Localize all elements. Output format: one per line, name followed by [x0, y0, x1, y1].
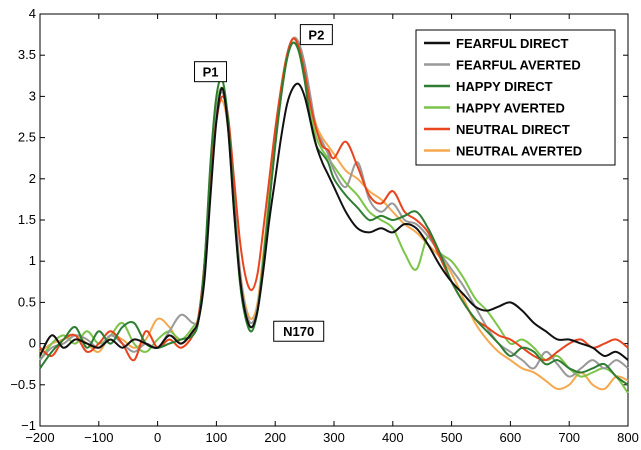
y-tick-label: 0.5: [18, 294, 36, 309]
legend-label: FEARFUL AVERTED: [456, 58, 581, 73]
y-tick-label: 3.5: [18, 47, 36, 62]
x-tick-label: 500: [441, 430, 463, 445]
annotation-label: N170: [283, 324, 314, 339]
series-line-happy-direct: [39, 41, 629, 386]
y-tick-label: 0: [29, 336, 36, 351]
annotation-box: [194, 61, 228, 83]
legend-label: NEUTRAL DIRECT: [456, 122, 570, 137]
x-tick-label: 300: [323, 430, 345, 445]
annotation-label: P1: [203, 65, 219, 80]
y-tick-label: 4: [29, 6, 36, 21]
x-tick-label: 100: [206, 430, 228, 445]
y-tick-label: −0.5: [10, 377, 36, 392]
legend-entry-neutral-averted: NEUTRAL AVERTED: [424, 144, 582, 159]
legend-entry-fearful-averted: FEARFUL AVERTED: [424, 58, 581, 73]
legend-label: HAPPY DIRECT: [456, 79, 553, 94]
x-tick-label: −100: [84, 430, 113, 445]
legend-label: HAPPY AVERTED: [456, 101, 565, 116]
legend-entry-happy-direct: HAPPY DIRECT: [424, 79, 553, 94]
x-tick-label: 0: [154, 430, 161, 445]
annotation-label: P2: [308, 28, 324, 43]
legend-entry-fearful-direct: FEARFUL DIRECT: [424, 36, 568, 51]
x-tick-label: 200: [264, 430, 286, 445]
legend-label: FEARFUL DIRECT: [456, 36, 568, 51]
y-tick-label: 2: [29, 171, 36, 186]
legend: FEARFUL DIRECT FEARFUL AVERTED HAPPY DIREC…: [415, 29, 616, 166]
legend-entry-happy-averted: HAPPY AVERTED: [424, 101, 565, 116]
y-tick-label: 1: [29, 253, 36, 268]
annotation-p2: P2: [299, 24, 333, 46]
x-tick-label: 700: [558, 430, 580, 445]
y-tick-label: 1.5: [18, 212, 36, 227]
x-tick-label: 800: [617, 430, 639, 445]
annotation-box: [273, 320, 325, 342]
legend-label: NEUTRAL AVERTED: [456, 144, 582, 159]
y-tick-label: −1: [21, 418, 36, 433]
x-tick-label: 400: [382, 430, 404, 445]
annotations: P1 P2 N170: [194, 24, 333, 342]
annotation-n170: N170: [273, 320, 325, 342]
axis-ticks: −200 −100 0 100 200 300 400 500 600 700 800 −1 −0.5 0…: [10, 6, 639, 445]
annotation-p1: P1: [194, 61, 228, 83]
x-tick-label: −200: [25, 430, 54, 445]
y-tick-label: 2.5: [18, 130, 36, 145]
y-tick-label: 3: [29, 88, 36, 103]
annotation-box: [299, 24, 333, 46]
legend-box: [415, 29, 616, 166]
legend-entry-neutral-direct: NEUTRAL DIRECT: [424, 122, 570, 137]
series-line-fearful-direct: [39, 82, 629, 361]
series-lines: [39, 36, 629, 394]
x-tick-label: 600: [500, 430, 522, 445]
